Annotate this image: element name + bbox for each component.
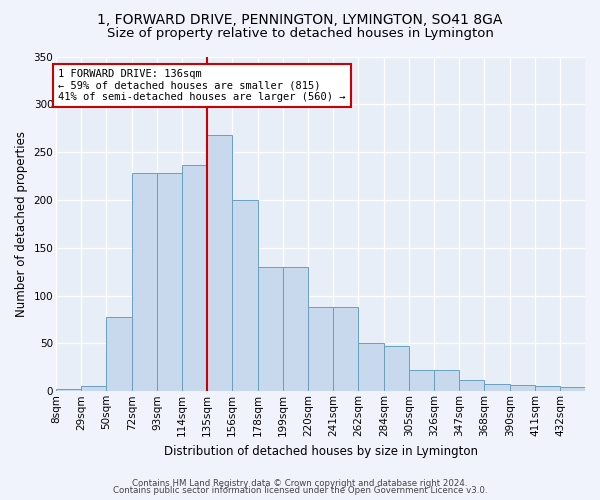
Bar [484,384,510,392]
Bar [510,384,535,392]
Bar [409,370,434,392]
Bar [81,386,106,392]
Bar [333,307,358,392]
Text: Contains public sector information licensed under the Open Government Licence v3: Contains public sector information licen… [113,486,487,495]
Y-axis label: Number of detached properties: Number of detached properties [15,131,28,317]
Bar [358,344,384,392]
Bar [232,200,258,392]
Bar [384,346,409,392]
Bar [283,267,308,392]
Bar [132,173,157,392]
Text: 1 FORWARD DRIVE: 136sqm
← 59% of detached houses are smaller (815)
41% of semi-d: 1 FORWARD DRIVE: 136sqm ← 59% of detache… [58,69,346,102]
Bar [207,135,232,392]
Text: 1, FORWARD DRIVE, PENNINGTON, LYMINGTON, SO41 8GA: 1, FORWARD DRIVE, PENNINGTON, LYMINGTON,… [97,12,503,26]
Bar [56,390,81,392]
Text: Contains HM Land Registry data © Crown copyright and database right 2024.: Contains HM Land Registry data © Crown c… [132,478,468,488]
Bar [535,386,560,392]
Bar [106,316,132,392]
Bar [560,388,585,392]
Bar [434,370,459,392]
Bar [157,173,182,392]
X-axis label: Distribution of detached houses by size in Lymington: Distribution of detached houses by size … [164,444,478,458]
Text: Size of property relative to detached houses in Lymington: Size of property relative to detached ho… [107,28,493,40]
Bar [459,380,484,392]
Bar [308,307,333,392]
Bar [258,267,283,392]
Bar [182,164,207,392]
